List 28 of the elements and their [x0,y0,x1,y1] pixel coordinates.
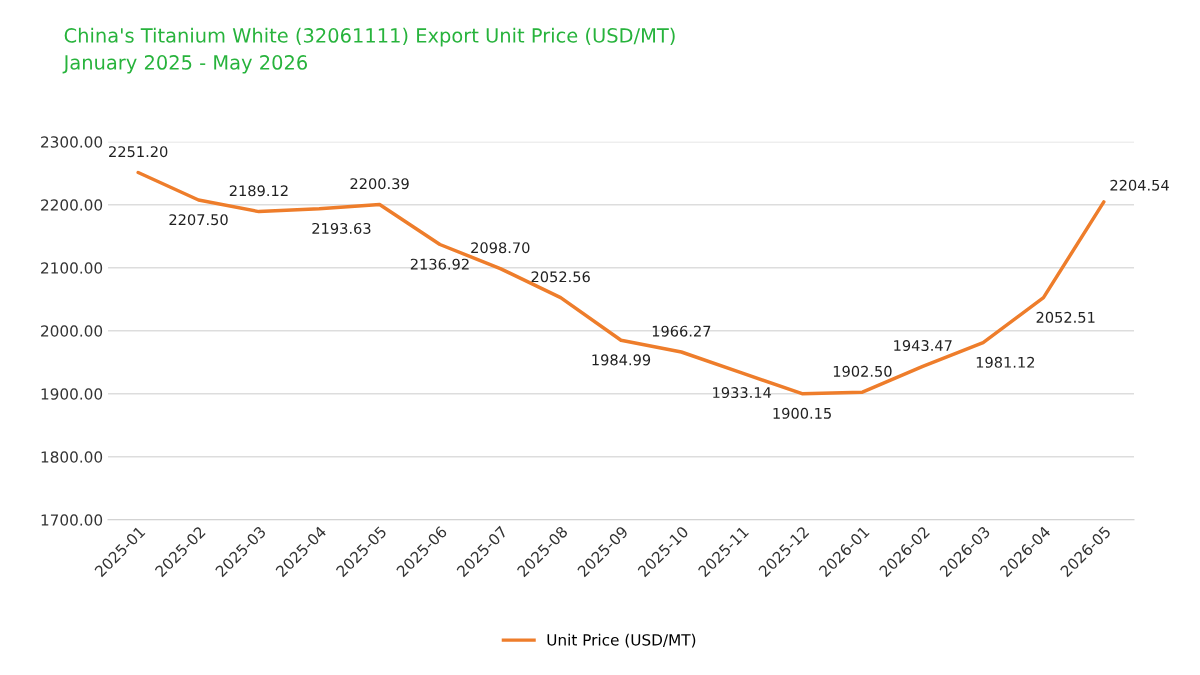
data-label: 1966.27 [652,325,711,337]
data-label: 2098.70 [471,242,530,254]
legend-label: Unit Price (USD/MT) [547,633,696,648]
y-tick-label: 1800.00 [41,451,103,463]
line-series [136,170,1106,396]
data-label: 2204.54 [1110,179,1169,191]
y-tick-label: 1900.00 [41,388,103,400]
data-label: 2052.56 [531,271,590,283]
y-tick-label: 2300.00 [41,136,103,148]
chart-title: China's Titanium White (32061111) Export Unit Price (USD/MT) [64,27,675,47]
data-label: 1981.12 [976,356,1035,368]
data-label: 1984.99 [592,354,651,366]
chart-subtitle: January 2025 - May 2026 [62,55,307,74]
data-label: 1900.15 [773,407,831,419]
data-label: 2136.92 [410,258,469,270]
data-label: 2189.12 [229,185,288,197]
data-label: 2193.63 [312,222,371,234]
data-label: 1933.14 [713,387,772,399]
data-label: 2251.20 [109,146,168,158]
y-tick-label: 1700.00 [41,514,103,526]
y-tick-label: 2000.00 [41,325,103,337]
y-tick-label: 2200.00 [41,199,103,211]
data-label: 2052.51 [1036,311,1095,323]
data-label: 2207.50 [169,214,228,226]
data-label: 1902.50 [833,365,892,377]
y-tick-label: 2100.00 [41,262,103,274]
data-label: 2200.39 [350,178,409,190]
data-label: 1943.47 [894,340,952,352]
